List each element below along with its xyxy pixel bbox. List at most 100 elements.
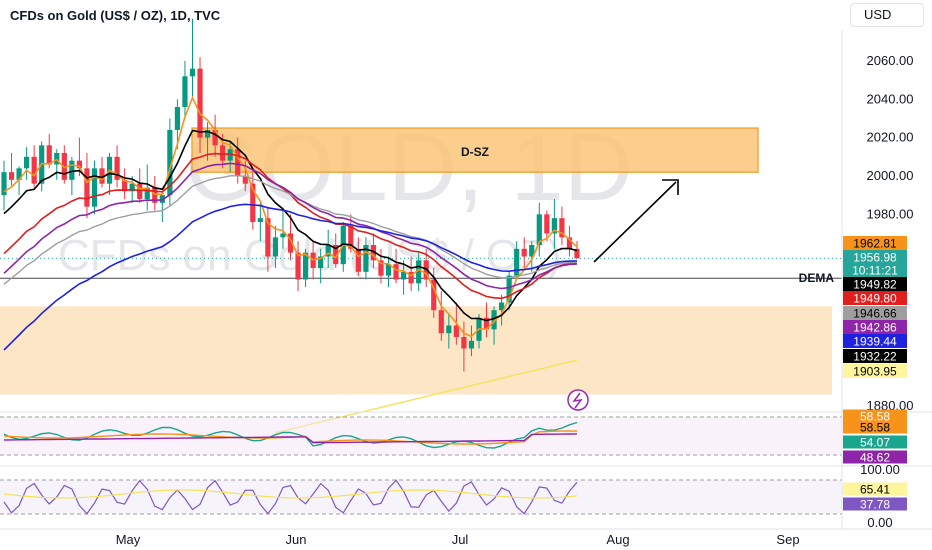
candle-body xyxy=(431,279,437,311)
rsi-tag-label: 54.07 xyxy=(860,436,890,450)
candle-body xyxy=(400,271,407,280)
candle-body xyxy=(144,187,150,199)
rsi-slow-line xyxy=(3,433,578,444)
rsi-tag xyxy=(843,420,907,434)
price-tag xyxy=(843,349,907,363)
candle-body xyxy=(272,237,279,257)
candle-body xyxy=(514,248,520,276)
supply-zone xyxy=(191,127,759,173)
candle-body xyxy=(521,248,527,257)
price-axis-tick: 2060.00 xyxy=(867,53,914,68)
price-axis-tick: 1980.00 xyxy=(867,206,914,221)
time-axis-label: May xyxy=(116,532,141,547)
candle-body xyxy=(257,218,263,222)
candle-body xyxy=(393,264,399,280)
candle-body xyxy=(189,68,196,77)
stoch-tag-label: 65.41 xyxy=(860,483,890,497)
rsi-tag-label: 58.58 xyxy=(860,410,890,424)
candle-body xyxy=(1,172,7,196)
ema-purple-line xyxy=(3,162,578,290)
price-tag-label: 1956.98 xyxy=(853,251,897,265)
price-axis-tick: 2040.00 xyxy=(867,91,914,106)
price-tag xyxy=(843,263,907,277)
candle-body xyxy=(544,214,550,234)
candle-body xyxy=(453,325,459,337)
price-tag xyxy=(843,320,907,334)
candle-body xyxy=(566,237,573,249)
ema-blue-line xyxy=(3,203,578,351)
time-axis-label: Sep xyxy=(776,532,799,547)
candle-body xyxy=(220,145,226,161)
lightning-bolt xyxy=(572,392,583,409)
chart-title: CFDs on Gold (US$ / OZ), 1D, TVC xyxy=(10,8,221,23)
price-tag-label: 10:11:21 xyxy=(852,264,898,278)
price-tag-label: 1949.80 xyxy=(853,292,897,306)
candle-body xyxy=(227,149,233,161)
candle-body xyxy=(295,252,301,280)
price-tag xyxy=(843,334,907,348)
supply-zone-label: D-SZ xyxy=(461,145,489,159)
stoch-tag-label: 37.78 xyxy=(860,498,890,512)
projection-arrow-head xyxy=(662,179,679,195)
candle-body xyxy=(61,153,67,180)
price-tag xyxy=(843,236,907,250)
candle-body xyxy=(174,107,181,130)
candle-body xyxy=(197,68,203,138)
candle-body xyxy=(129,183,135,192)
price-tag xyxy=(843,306,907,320)
price-tag xyxy=(843,291,907,305)
price-tag-label: 1946.66 xyxy=(853,307,897,321)
candle-body xyxy=(302,252,309,280)
candle-body xyxy=(574,248,580,259)
candle-body xyxy=(438,310,444,334)
projection-arrow xyxy=(593,181,677,263)
rsi-tag-label: 58.58 xyxy=(860,421,890,435)
candle-body xyxy=(355,248,361,272)
price-tag-label: 1939.44 xyxy=(853,335,897,349)
stoch-d-line xyxy=(3,489,578,499)
sma-grey-line xyxy=(3,175,578,285)
candle-body xyxy=(265,218,271,257)
price-axis-tick: 2020.00 xyxy=(867,130,914,145)
candle-body xyxy=(242,176,248,184)
candle-body xyxy=(235,149,241,176)
candle-body xyxy=(499,302,505,311)
time-axis-label: Jun xyxy=(286,532,307,547)
candle-body xyxy=(46,145,52,165)
candle-body xyxy=(280,233,286,238)
ema-black-line xyxy=(3,129,578,322)
candle-body xyxy=(152,187,158,203)
rsi-line xyxy=(3,421,578,449)
candle-body xyxy=(325,245,331,257)
candle-body xyxy=(551,218,557,234)
candle-body xyxy=(250,183,256,222)
candle-body xyxy=(370,245,377,261)
candle-body xyxy=(491,310,497,330)
candle-body xyxy=(506,275,512,303)
stoch-axis-top: 100.00 xyxy=(860,462,900,477)
stoch-k-line xyxy=(3,479,578,515)
candle-body xyxy=(182,76,188,107)
rsi-tag xyxy=(843,435,907,449)
price-tag-label: 1949.82 xyxy=(853,278,897,292)
time-axis-label: Aug xyxy=(606,532,629,547)
candle-body xyxy=(99,168,105,184)
candle-body xyxy=(69,160,75,180)
candle-body xyxy=(363,245,369,272)
candle-body xyxy=(461,337,467,349)
currency-button[interactable]: USD xyxy=(850,3,924,27)
candle-body xyxy=(91,168,98,207)
price-tag xyxy=(843,364,907,378)
candle-body xyxy=(137,183,143,199)
price-tag xyxy=(843,250,907,264)
candle-body xyxy=(348,225,354,249)
ema-orange-line xyxy=(3,95,578,338)
candle-body xyxy=(24,156,30,169)
candle-body xyxy=(559,218,565,238)
stoch-band xyxy=(0,480,842,514)
price-axis-tick: 1880.00 xyxy=(867,398,914,413)
candle-body xyxy=(446,325,452,334)
candle-body xyxy=(416,260,422,284)
